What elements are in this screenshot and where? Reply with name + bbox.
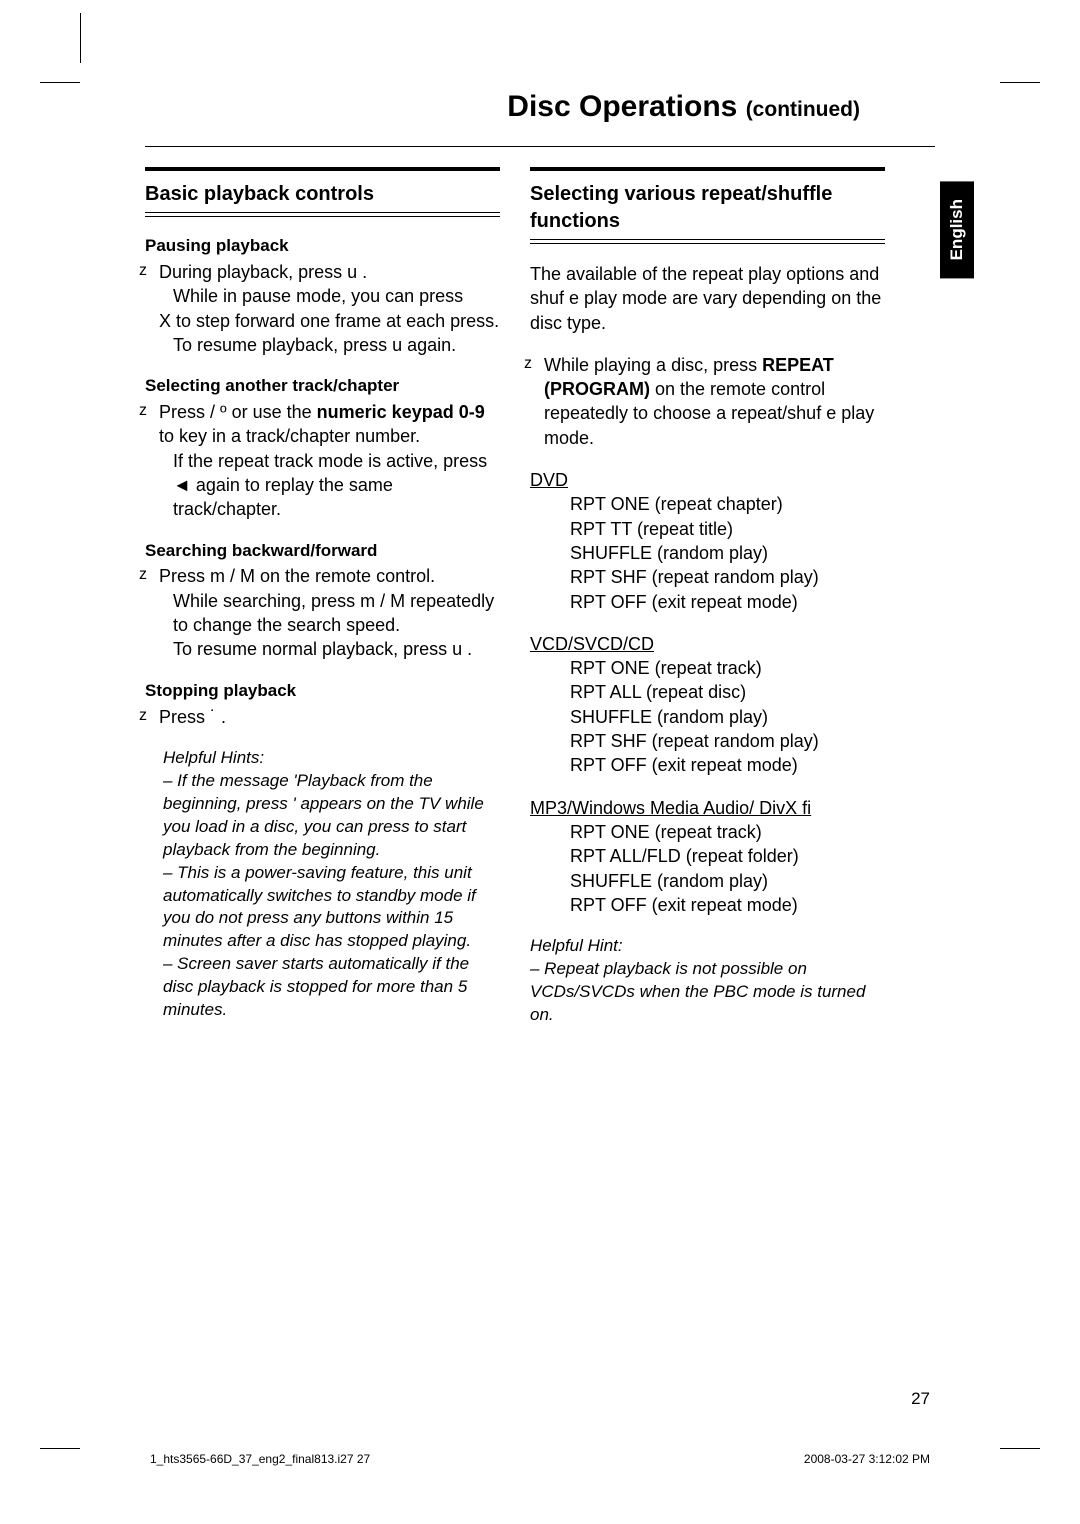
searching-line2: While searching, press m / M repeatedly … xyxy=(145,589,500,638)
pausing-line3: X to step forward one frame at each pres… xyxy=(145,309,500,333)
mp3-section: MP3/Windows Media Audio/ DivX fi RPT ONE… xyxy=(530,796,885,917)
section-underline xyxy=(530,239,885,244)
page-title: Disc Operations (continued) xyxy=(90,90,990,134)
hints-title: Helpful Hints: xyxy=(163,747,500,770)
language-tab: English xyxy=(940,181,974,278)
stopping-line1: Press ˙ . xyxy=(145,705,500,729)
bold-text: numeric keypad 0-9 xyxy=(317,402,485,422)
list-item: RPT OFF (exit repeat mode) xyxy=(570,753,885,777)
crop-mark xyxy=(1000,1409,1040,1449)
text: / º or use the xyxy=(210,402,317,422)
list-item: SHUFFLE (random play) xyxy=(570,869,885,893)
list-item: RPT ALL (repeat disc) xyxy=(570,680,885,704)
mp3-title: MP3/Windows Media Audio/ DivX fi xyxy=(530,798,811,818)
list-item: RPT OFF (exit repeat mode) xyxy=(570,893,885,917)
right-column: Selecting various repeat/shuffle functio… xyxy=(530,167,935,1027)
stopping-heading: Stopping playback xyxy=(145,680,500,703)
list-item: RPT ONE (repeat chapter) xyxy=(570,492,885,516)
helpful-hints: Helpful Hints: – If the message 'Playbac… xyxy=(145,747,500,1022)
page-number: 27 xyxy=(911,1389,930,1409)
repeat-step: While playing a disc, press REPEAT (PROG… xyxy=(530,353,885,450)
list-item: RPT ONE (repeat track) xyxy=(570,820,885,844)
text: While playing a disc, press xyxy=(544,355,762,375)
list-item: RPT SHF (repeat random play) xyxy=(570,729,885,753)
text: Press xyxy=(159,402,210,422)
searching-heading: Searching backward/forward xyxy=(145,540,500,563)
intro-text: The available of the repeat play options… xyxy=(530,262,885,335)
hint-body: – Repeat playback is not possible on VCD… xyxy=(530,958,885,1027)
searching-line1: Press m / M on the remote control. xyxy=(145,564,500,588)
searching-line3: To resume normal playback, press u . xyxy=(145,637,500,661)
title-continued: (continued) xyxy=(746,98,860,121)
dvd-list: RPT ONE (repeat chapter) RPT TT (repeat … xyxy=(530,492,885,613)
vcd-section: VCD/SVCD/CD RPT ONE (repeat track) RPT A… xyxy=(530,632,885,778)
list-item: RPT OFF (exit repeat mode) xyxy=(570,590,885,614)
pausing-line4: To resume playback, press u again. xyxy=(145,333,500,357)
helpful-hint-right: Helpful Hint: – Repeat playback is not p… xyxy=(530,935,885,1027)
list-item: RPT ALL/FLD (repeat folder) xyxy=(570,844,885,868)
section-title-right: Selecting various repeat/shuffle functio… xyxy=(530,175,885,239)
list-item: RPT TT (repeat title) xyxy=(570,517,885,541)
pausing-heading: Pausing playback xyxy=(145,235,500,258)
pausing-line2: While in pause mode, you can press xyxy=(145,284,500,308)
pausing-line1: During playback, press u . xyxy=(145,260,500,284)
hint-title: Helpful Hint: xyxy=(530,935,885,958)
footer-left: 1_hts3565-66D_37_eng2_final813.i27 27 xyxy=(150,1452,370,1466)
list-item: SHUFFLE (random play) xyxy=(570,541,885,565)
list-item: RPT ONE (repeat track) xyxy=(570,656,885,680)
list-item: SHUFFLE (random play) xyxy=(570,705,885,729)
hint-2: – This is a power-saving feature, this u… xyxy=(163,862,500,954)
section-title-left: Basic playback controls xyxy=(145,175,500,212)
vcd-title: VCD/SVCD/CD xyxy=(530,634,654,654)
crop-mark xyxy=(40,1409,80,1449)
content-columns: Basic playback controls Pausing playback… xyxy=(90,167,990,1027)
section-rule xyxy=(530,167,885,171)
footer: 1_hts3565-66D_37_eng2_final813.i27 27 20… xyxy=(90,1452,990,1466)
selecting-heading: Selecting another track/chapter xyxy=(145,375,500,398)
section-rule xyxy=(145,167,500,171)
dvd-section: DVD RPT ONE (repeat chapter) RPT TT (rep… xyxy=(530,468,885,614)
dvd-title: DVD xyxy=(530,470,568,490)
footer-right: 2008-03-27 3:12:02 PM xyxy=(804,1452,930,1466)
text: to key in a track/chapter number. xyxy=(159,426,420,446)
hint-1: – If the message 'Playback from the begi… xyxy=(163,770,500,862)
crop-mark xyxy=(40,82,80,122)
selecting-line2: If the repeat track mode is active, pres… xyxy=(145,449,500,522)
title-main: Disc Operations xyxy=(507,90,745,123)
list-item: RPT SHF (repeat random play) xyxy=(570,565,885,589)
left-column: Basic playback controls Pausing playback… xyxy=(145,167,500,1027)
section-underline xyxy=(145,212,500,217)
title-rule xyxy=(145,146,935,147)
vcd-list: RPT ONE (repeat track) RPT ALL (repeat d… xyxy=(530,656,885,777)
crop-mark xyxy=(1000,82,1040,122)
mp3-list: RPT ONE (repeat track) RPT ALL/FLD (repe… xyxy=(530,820,885,917)
hint-3: – Screen saver starts automatically if t… xyxy=(163,953,500,1022)
selecting-line1: Press / º or use the numeric keypad 0-9 … xyxy=(145,400,500,449)
